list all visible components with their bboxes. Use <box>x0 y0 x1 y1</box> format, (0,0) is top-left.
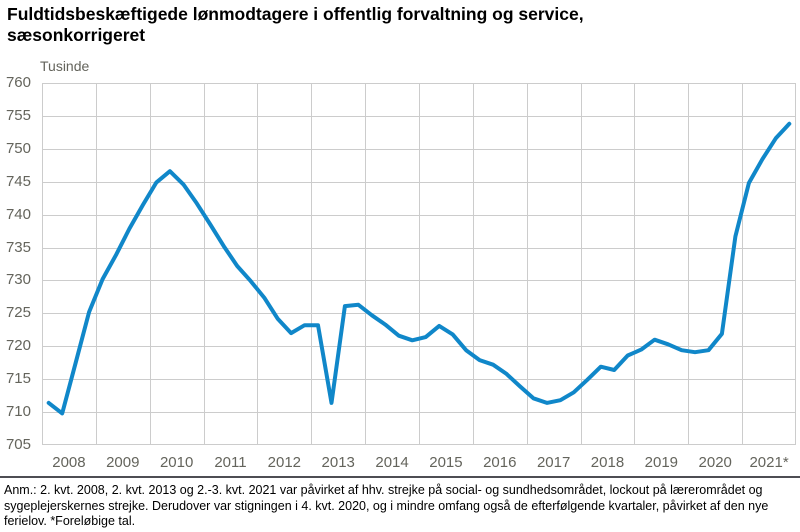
y-tick-label: 740 <box>5 205 31 223</box>
line-chart <box>42 83 796 445</box>
y-tick-label: 750 <box>5 139 31 157</box>
y-tick-label: 745 <box>5 172 31 190</box>
x-tick-label: 2021* <box>749 454 789 471</box>
y-tick-label: 725 <box>5 304 31 322</box>
plot-area <box>42 83 796 445</box>
x-tick-label: 2018 <box>590 454 625 471</box>
x-tick-label: 2017 <box>536 454 571 471</box>
y-tick-label: 720 <box>5 337 31 355</box>
x-tick-label: 2015 <box>429 454 463 471</box>
employment-line-series <box>46 121 792 416</box>
y-tick-label: 705 <box>5 436 31 453</box>
x-tick-label: 2012 <box>267 454 302 471</box>
x-tick-label: 2011 <box>214 454 247 471</box>
x-tick-label: 2016 <box>483 454 517 471</box>
y-tick-label: 755 <box>5 106 31 124</box>
x-tick-label: 2008 <box>52 454 86 471</box>
x-tick-label: 2014 <box>375 454 409 471</box>
figure-note: Anm.: 2. kvt. 2008, 2. kvt. 2013 og 2.-3… <box>4 483 769 528</box>
x-tick-label: 2020 <box>698 454 732 471</box>
y-tick-label: 730 <box>5 271 31 289</box>
y-axis-unit-label: Tusinde <box>40 58 90 74</box>
figure-note-separator <box>0 476 800 478</box>
x-tick-label: 2013 <box>321 454 355 471</box>
y-tick-label: 760 <box>5 74 31 91</box>
x-tick-label: 2010 <box>159 454 194 471</box>
x-tick-label: 2019 <box>644 454 679 471</box>
y-tick-label: 735 <box>5 238 31 256</box>
gridlines <box>42 83 796 445</box>
plot-border <box>42 83 796 445</box>
y-tick-label: 715 <box>5 370 31 388</box>
x-tick-label: 2009 <box>106 454 140 471</box>
chart-title: Fuldtidsbeskæftigede lønmodtagere i offe… <box>7 4 584 45</box>
y-tick-label: 710 <box>5 403 31 421</box>
